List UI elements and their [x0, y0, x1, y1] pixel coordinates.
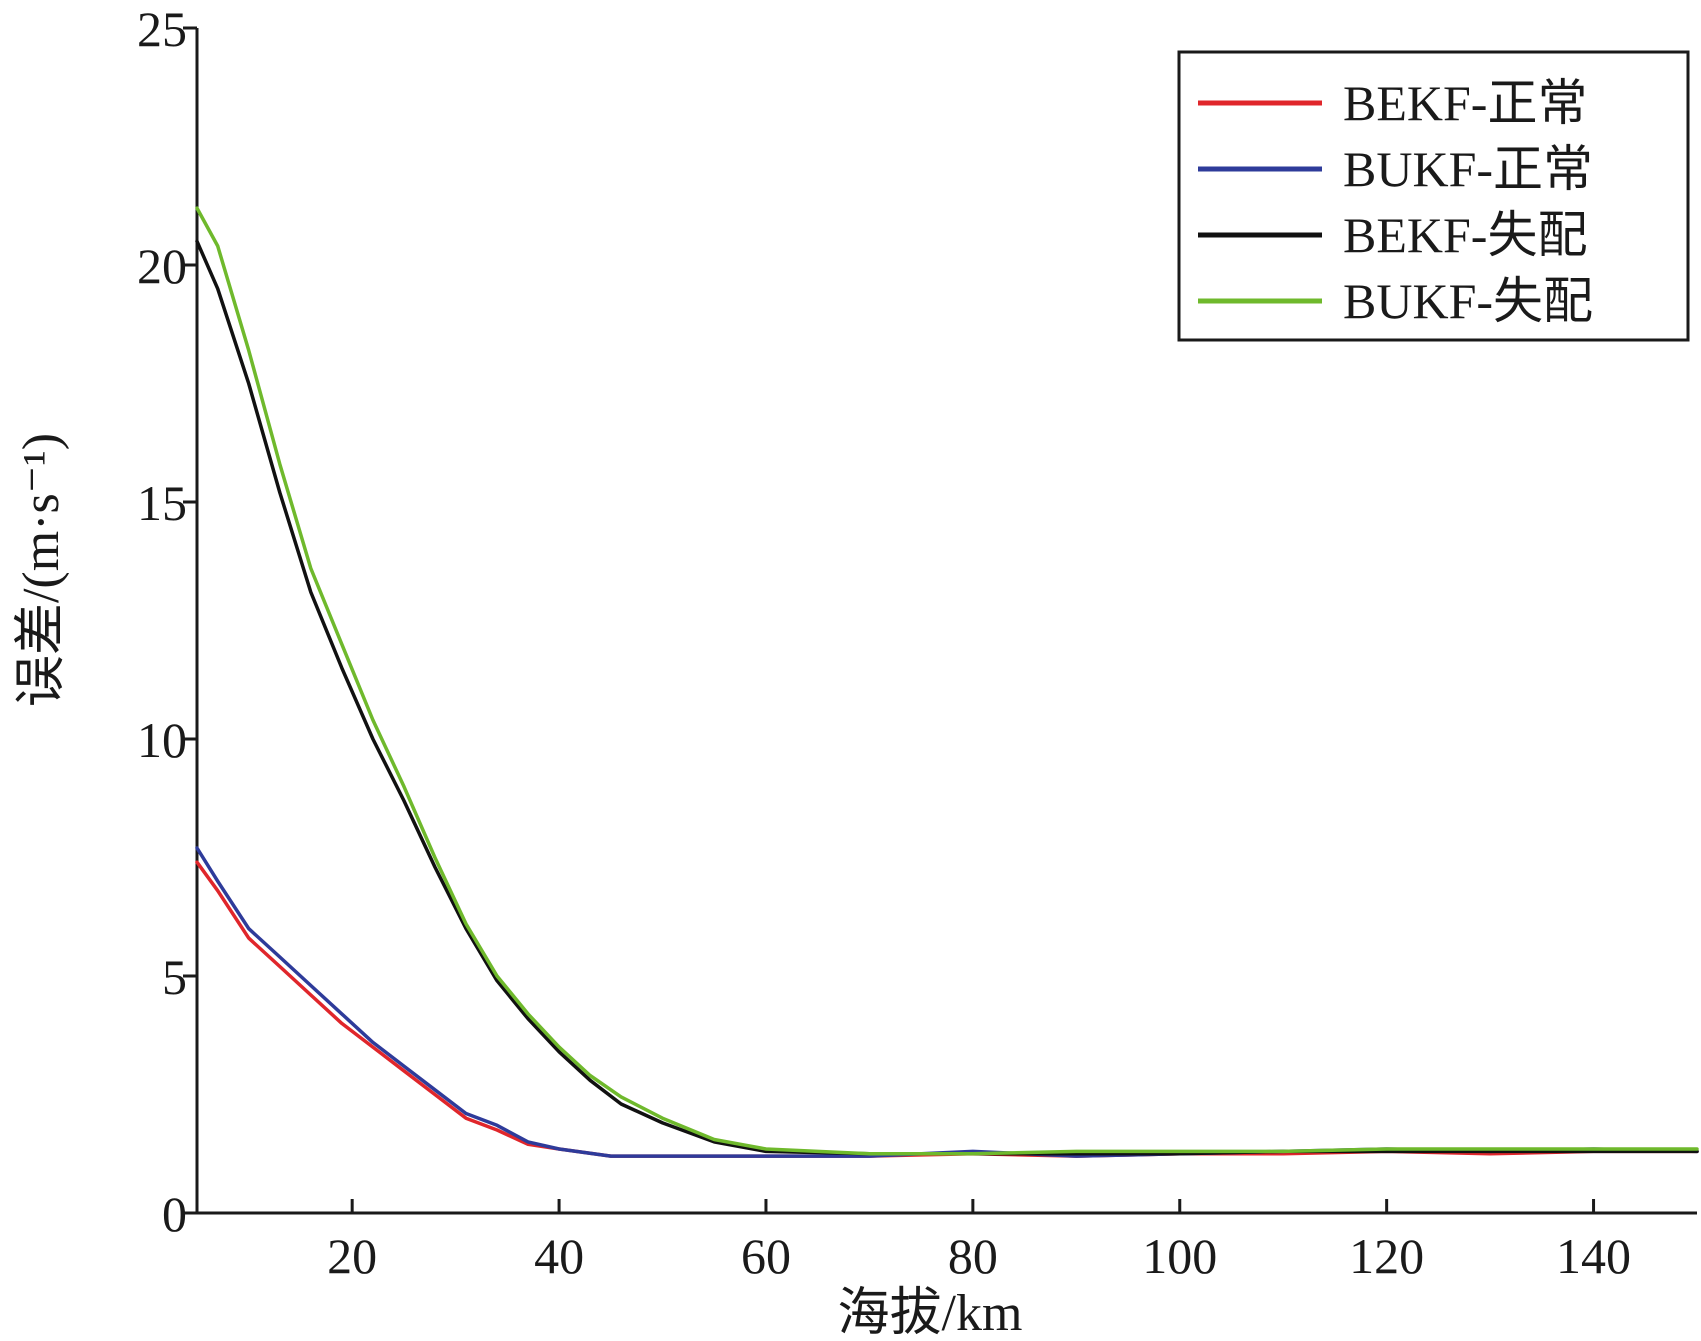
y-tick-label: 10 [137, 712, 187, 768]
axes [195, 28, 1697, 1215]
y-tick-label: 25 [137, 1, 187, 57]
y-tick-label: 15 [137, 475, 187, 531]
x-tick-label: 60 [741, 1228, 791, 1284]
legend-box [1177, 50, 1690, 342]
ticks: 20 40 60 80 100 120 140 0 5 10 15 20 25 [137, 1, 1631, 1284]
x-tick-label: 80 [948, 1228, 998, 1284]
legend: BEKF-正常 BUKF-正常 BEKF-失配 BUKF-失配 [1177, 50, 1690, 342]
x-tick-label: 140 [1556, 1228, 1631, 1284]
legend-label: BUKF-正常 [1343, 141, 1593, 197]
series-line-1 [195, 860, 1699, 1158]
y-tick-label: 0 [162, 1186, 187, 1242]
x-axis-title: 海拔/km [838, 1285, 1023, 1341]
legend-label: BUKF-失配 [1343, 273, 1593, 329]
legend-label: BEKF-正常 [1343, 75, 1587, 131]
legend-label: BEKF-失配 [1343, 207, 1587, 263]
y-axis-title: 误差/(m·s⁻¹) [13, 433, 70, 707]
x-tick-label: 40 [534, 1228, 584, 1284]
y-tick-label: 5 [162, 949, 187, 1005]
x-tick-label: 120 [1349, 1228, 1424, 1284]
y-tick-label: 20 [137, 238, 187, 294]
series-line-3 [195, 239, 1699, 1156]
x-tick-label: 20 [327, 1228, 377, 1284]
x-tick-label: 100 [1142, 1228, 1217, 1284]
series-line-2 [195, 846, 1699, 1158]
series-line-4 [195, 206, 1699, 1156]
series-group [195, 206, 1699, 1158]
